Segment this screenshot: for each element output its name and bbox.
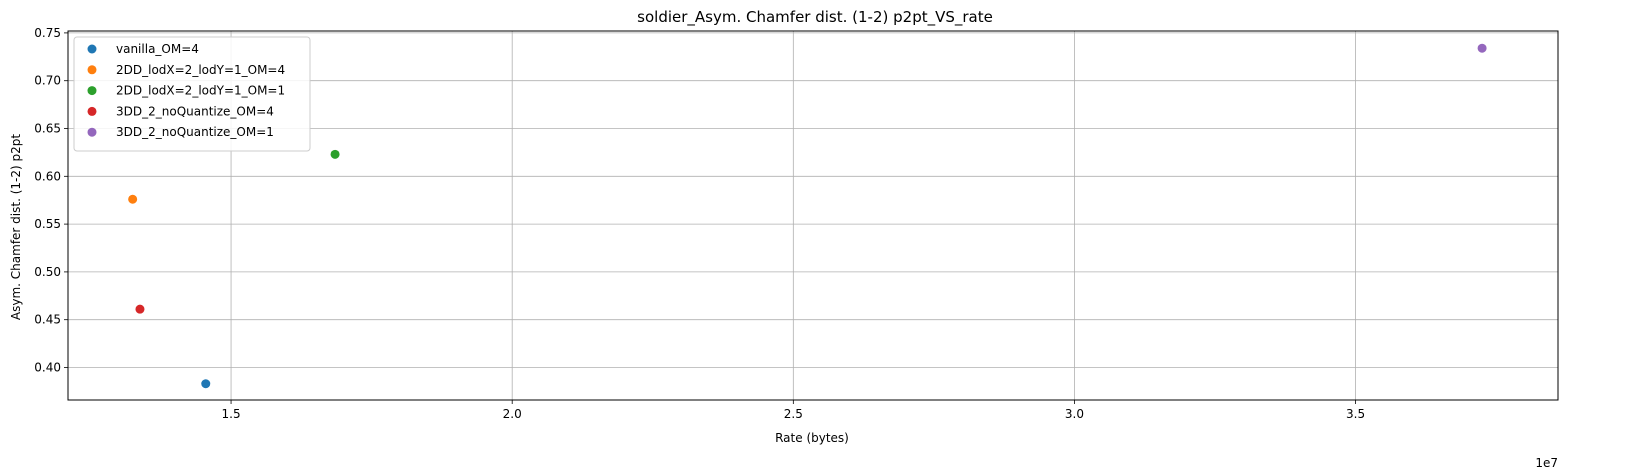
legend-marker — [87, 86, 97, 96]
x-tick-label: 2.5 — [784, 407, 803, 421]
x-tick-label: 3.0 — [1065, 407, 1084, 421]
data-point-4 — [135, 304, 145, 314]
x-tick-label: 3.5 — [1346, 407, 1365, 421]
legend-label: vanilla_OM=4 — [116, 42, 199, 56]
legend-label: 3DD_2_noQuantize_OM=4 — [116, 104, 274, 118]
grid-lines — [68, 31, 1558, 400]
legend-label: 2DD_lodX=2_lodY=1_OM=4 — [116, 63, 285, 77]
x-axis-label: Rate (bytes) — [775, 431, 849, 445]
y-tick-label: 0.40 — [34, 360, 61, 374]
legend-marker — [87, 65, 97, 75]
legend-label: 3DD_2_noQuantize_OM=1 — [116, 125, 274, 139]
x-tick-label: 1.5 — [222, 407, 241, 421]
data-point-5 — [1477, 43, 1487, 53]
data-point-3 — [330, 149, 340, 159]
data-point-1 — [201, 379, 211, 389]
plot-area-frame — [67, 30, 1559, 401]
legend: vanilla_OM=4 2DD_lodX=2_lodY=1_OM=4 2DD_lo… — [73, 36, 311, 152]
y-tick-label: 0.60 — [34, 169, 61, 183]
legend-marker — [87, 44, 97, 54]
y-axis-label: Asym. Chamfer dist. (1-2) p2pt — [9, 134, 23, 320]
y-tick-label: 0.65 — [34, 122, 61, 136]
legend-frame — [73, 36, 311, 152]
chart-title: soldier_Asym. Chamfer dist. (1-2) p2pt_V… — [637, 8, 993, 27]
y-tick-label: 0.75 — [34, 26, 61, 40]
legend-marker — [87, 106, 97, 116]
data-point-2 — [128, 194, 138, 204]
legend-label: 2DD_lodX=2_lodY=1_OM=1 — [116, 84, 285, 98]
y-tick-label: 0.50 — [34, 265, 61, 279]
legend-marker — [87, 127, 97, 137]
x-tick-label: 2.0 — [503, 407, 522, 421]
y-tick-label: 0.70 — [34, 74, 61, 88]
y-tick-label: 0.45 — [34, 313, 61, 327]
data-points — [128, 43, 1487, 389]
x-axis-offset-label: 1e7 — [1535, 456, 1558, 470]
y-tick-label: 0.55 — [34, 217, 61, 231]
axis-ticks: 1.5 2.0 2.5 3.0 3.5 0.40 0.45 0.50 0.55 0.60 0.65 0… — [34, 26, 1365, 421]
